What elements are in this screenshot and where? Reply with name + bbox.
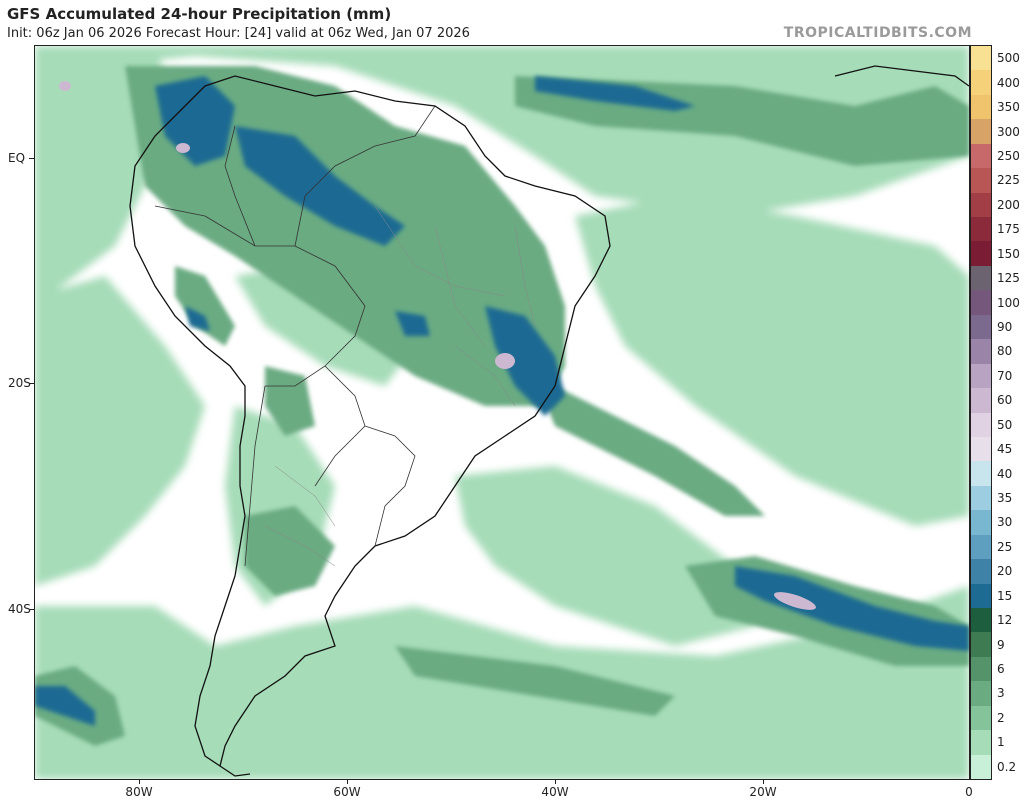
colorbar-swatch xyxy=(971,681,991,707)
colorbar-label: 15 xyxy=(997,588,1013,603)
colorbar-label: 25 xyxy=(997,539,1013,554)
colorbar-label: 80 xyxy=(997,344,1013,359)
colorbar-swatch xyxy=(971,388,991,413)
colorbar-label: 3 xyxy=(997,686,1005,701)
colorbar-label: 2 xyxy=(997,710,1005,725)
lat-tick xyxy=(29,383,34,384)
colorbar-swatch xyxy=(971,94,991,120)
colorbar-label: 35 xyxy=(997,491,1013,506)
chart-title: GFS Accumulated 24-hour Precipitation (m… xyxy=(7,5,392,23)
colorbar-label: 30 xyxy=(997,515,1013,530)
lon-label-60w: 60W xyxy=(333,785,361,799)
colorbar-swatch xyxy=(971,290,991,316)
heavy-precip-layer xyxy=(35,76,969,726)
colorbar-label: 125 xyxy=(997,271,1020,286)
colorbar-swatch xyxy=(971,656,991,682)
brand-watermark: TROPICALTIDBITS.COM xyxy=(783,25,972,41)
colorbar-label: 45 xyxy=(997,442,1013,457)
colorbar-swatch xyxy=(971,559,991,585)
lon-tick xyxy=(347,780,348,784)
colorbar-label: 40 xyxy=(997,466,1013,481)
colorbar-swatch xyxy=(971,534,991,560)
colorbar-swatch xyxy=(971,241,991,267)
colorbar-swatch xyxy=(971,314,991,340)
colorbar-label: 150 xyxy=(997,246,1020,261)
lat-label-40s: 40S xyxy=(8,602,31,616)
colorbar-label: 100 xyxy=(997,295,1020,310)
lon-label-20w: 20W xyxy=(749,785,777,799)
colorbar-label: 0.2 xyxy=(997,759,1017,774)
colorbar-label: 500 xyxy=(997,51,1020,66)
lon-label-0: 0 xyxy=(965,785,973,799)
colorbar-label: 60 xyxy=(997,393,1013,408)
colorbar-swatch xyxy=(971,168,991,194)
colorbar-swatch xyxy=(971,705,991,731)
colorbar-swatch xyxy=(971,632,991,658)
precipitation-colorbar xyxy=(970,45,992,780)
lon-tick xyxy=(139,780,140,784)
lon-label-40w: 40W xyxy=(541,785,569,799)
colorbar-swatch xyxy=(971,510,991,536)
colorbar-swatch xyxy=(971,461,991,487)
colorbar-label: 1 xyxy=(997,735,1005,750)
coastline-layer xyxy=(129,65,969,777)
colorbar-swatch xyxy=(971,485,991,511)
colorbar-swatch xyxy=(971,754,991,780)
colorbar-label: 250 xyxy=(997,148,1020,163)
lon-label-80w: 80W xyxy=(125,785,153,799)
peak-precip-layer xyxy=(59,81,817,610)
colorbar-label: 400 xyxy=(997,75,1020,90)
colorbar-label: 90 xyxy=(997,319,1013,334)
colorbar-label: 9 xyxy=(997,637,1005,652)
precipitation-map xyxy=(34,45,970,780)
lat-tick xyxy=(29,158,34,159)
colorbar-swatch xyxy=(971,143,991,169)
colorbar-label: 6 xyxy=(997,662,1005,677)
colorbar-swatch xyxy=(971,46,991,71)
colorbar-label: 20 xyxy=(997,564,1013,579)
colorbar-label: 225 xyxy=(997,173,1020,188)
colorbar-swatch xyxy=(971,339,991,365)
colorbar-swatch xyxy=(971,192,991,218)
country-borders-layer xyxy=(154,105,436,567)
lat-tick xyxy=(29,609,34,610)
colorbar-label: 200 xyxy=(997,197,1020,212)
colorbar-label: 50 xyxy=(997,417,1013,432)
colorbar-swatch xyxy=(971,363,991,389)
colorbar-swatch xyxy=(971,607,991,633)
colorbar-swatch xyxy=(971,583,991,609)
colorbar-swatch xyxy=(971,119,991,145)
colorbar-swatch xyxy=(971,70,991,96)
colorbar-label: 175 xyxy=(997,222,1020,237)
colorbar-swatch xyxy=(971,436,991,462)
colorbar-swatch xyxy=(971,730,991,756)
colorbar-swatch xyxy=(971,217,991,242)
lon-tick xyxy=(763,780,764,784)
colorbar-label: 70 xyxy=(997,368,1013,383)
state-borders-layer xyxy=(264,205,536,567)
lat-label-eq: EQ xyxy=(8,151,26,165)
lat-label-20s: 20S xyxy=(8,376,31,390)
chart-subtitle: Init: 06z Jan 06 2026 Forecast Hour: [24… xyxy=(7,26,470,41)
colorbar-swatch xyxy=(971,412,991,438)
colorbar-swatch xyxy=(971,265,991,291)
colorbar-label: 350 xyxy=(997,100,1020,115)
colorbar-label: 300 xyxy=(997,124,1020,139)
colorbar-label: 12 xyxy=(997,613,1013,628)
lon-tick xyxy=(555,780,556,784)
